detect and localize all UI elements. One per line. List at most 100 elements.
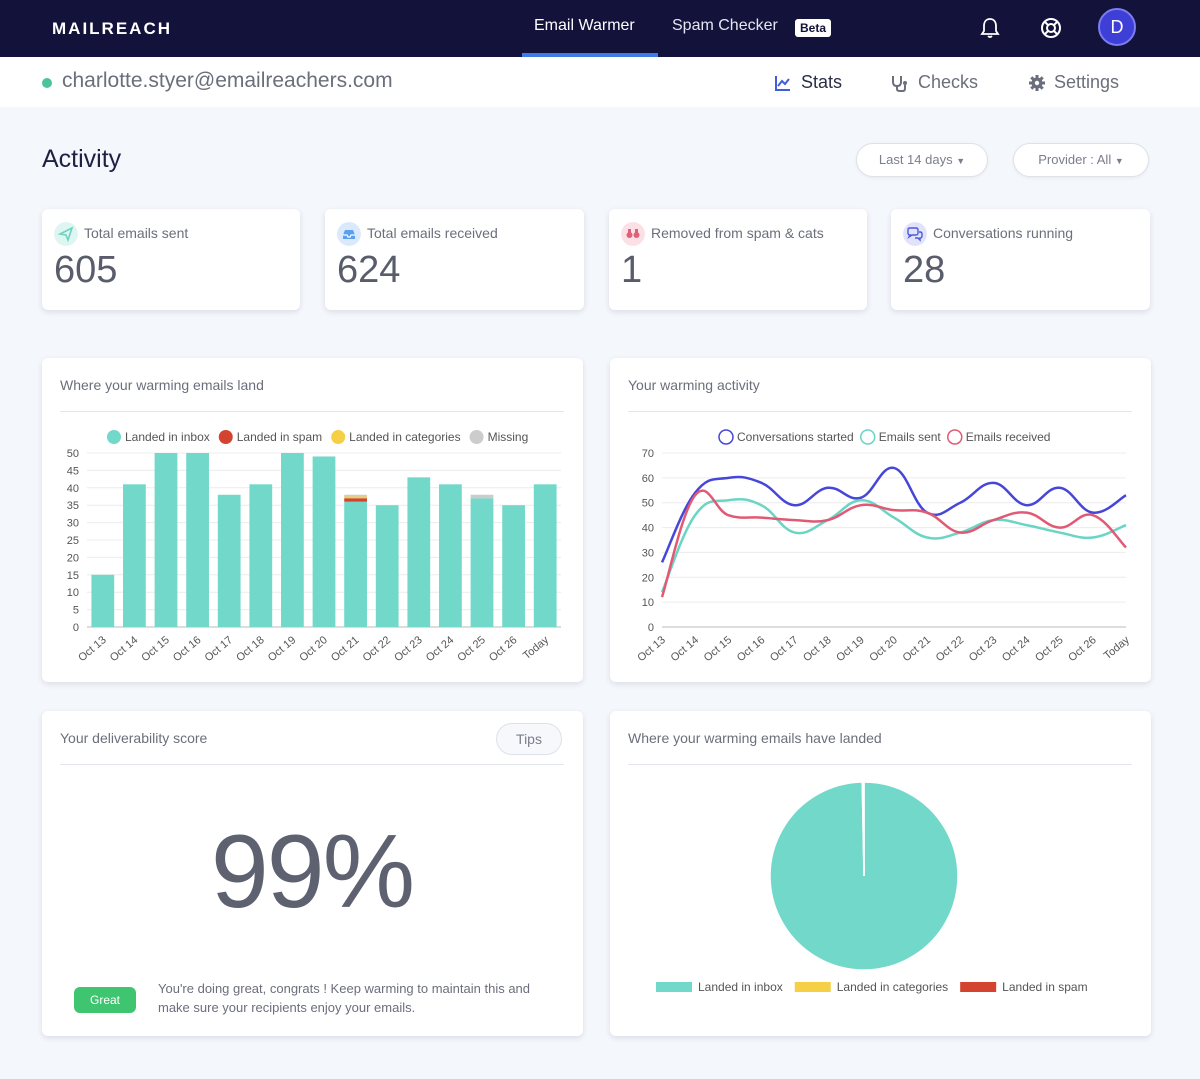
chart-line-icon — [775, 76, 790, 91]
bar — [91, 574, 115, 627]
y-tick-label: 30 — [642, 547, 654, 559]
deliverability-score: 99% — [210, 814, 415, 930]
panel-title: Where your warming emails land — [60, 377, 264, 393]
bar — [154, 453, 178, 627]
x-tick-label: Oct 19 — [834, 634, 867, 664]
x-tick-label: Oct 15 — [139, 634, 172, 664]
legend-label: Landed in spam — [1002, 980, 1087, 994]
bar — [217, 494, 241, 627]
bar — [533, 484, 557, 627]
x-tick-label: Oct 26 — [487, 634, 520, 664]
legend-swatch — [469, 430, 484, 444]
y-tick-label: 5 — [73, 605, 79, 617]
y-tick-label: 20 — [642, 572, 654, 584]
y-tick-label: 60 — [642, 473, 654, 485]
y-tick-label: 50 — [67, 448, 79, 460]
y-tick-label: 0 — [73, 622, 79, 634]
legend-swatch — [331, 430, 346, 444]
legend-swatch — [656, 982, 692, 992]
x-tick-label: Oct 15 — [702, 634, 735, 664]
chat-icon — [903, 222, 927, 246]
bar — [123, 484, 146, 627]
score-panel: Your deliverability score Tips 99% Great… — [42, 711, 583, 1036]
y-tick-label: 50 — [642, 498, 654, 510]
bar — [502, 505, 525, 627]
tab-email-warmer[interactable]: Email Warmer — [534, 17, 635, 34]
y-tick-label: 20 — [67, 552, 79, 564]
x-tick-label: Oct 22 — [361, 634, 394, 664]
provider-select[interactable]: Provider : All ▼ — [1013, 143, 1149, 177]
date-range-value: Last 14 days — [878, 152, 953, 167]
chevron-down-icon: ▼ — [956, 156, 966, 166]
legend-swatch — [794, 982, 831, 992]
legend-label: Emails sent — [879, 430, 942, 444]
legend-label: Landed in categories — [349, 430, 460, 444]
stat-card-received: Total emails received 624 — [325, 209, 584, 310]
subnav-stats[interactable]: Stats — [801, 72, 843, 92]
inbox-icon — [337, 222, 361, 246]
bar — [470, 494, 494, 499]
legend-swatch — [859, 429, 876, 445]
bar — [249, 484, 273, 627]
panel-divider — [60, 764, 564, 765]
paper-plane-icon — [54, 222, 78, 246]
binoculars-icon — [621, 222, 645, 246]
y-tick-label: 35 — [67, 500, 79, 512]
stat-value: 28 — [903, 249, 946, 291]
user-avatar[interactable]: D — [1098, 8, 1136, 46]
y-tick-label: 10 — [642, 597, 654, 609]
bar — [344, 501, 367, 627]
legend-swatch — [107, 430, 121, 444]
active-tab-indicator — [522, 53, 658, 57]
bar — [344, 496, 367, 499]
x-tick-label: Oct 14 — [108, 634, 141, 664]
status-dot — [42, 78, 52, 88]
subnav-checks[interactable]: Checks — [918, 72, 979, 92]
stat-card-conversations: Conversations running 28 — [891, 209, 1150, 310]
panel-divider — [60, 411, 564, 412]
x-tick-label: Oct 13 — [76, 634, 109, 664]
bar — [470, 498, 494, 627]
series-line — [660, 466, 1127, 563]
lifebuoy-icon[interactable] — [1039, 16, 1063, 40]
x-tick-label: Oct 21 — [901, 634, 934, 664]
y-tick-label: 40 — [642, 523, 654, 535]
bar — [186, 453, 209, 627]
beta-badge: Beta — [795, 19, 832, 37]
tab-spam-checker[interactable]: Spam Checker — [672, 17, 778, 34]
land-chart-panel: Where your warming emails land Landed in… — [42, 358, 583, 682]
y-tick-label: 30 — [67, 518, 79, 530]
stat-label: Total emails sent — [84, 225, 189, 241]
x-tick-label: Oct 24 — [424, 634, 457, 664]
stethoscope-icon — [892, 76, 907, 92]
x-tick-label: Oct 19 — [266, 634, 299, 664]
x-tick-label: Oct 16 — [735, 634, 768, 664]
provider-value: Provider : All — [1038, 152, 1112, 167]
x-tick-label: Oct 26 — [1066, 634, 1099, 664]
x-tick-label: Oct 23 — [967, 634, 1000, 664]
x-tick-label: Oct 14 — [669, 634, 702, 664]
bar — [375, 505, 399, 627]
legend-label: Landed in spam — [237, 430, 322, 444]
x-tick-label: Oct 23 — [392, 634, 425, 664]
score-badge: Great — [74, 987, 136, 1013]
panel-title: Your deliverability score — [60, 730, 208, 746]
gear-icon — [1029, 75, 1045, 91]
y-tick-label: 70 — [642, 448, 654, 460]
x-tick-label: Oct 20 — [297, 634, 330, 664]
x-tick-label: Today — [1102, 634, 1133, 662]
tips-button[interactable]: Tips — [496, 723, 562, 755]
bar — [281, 453, 304, 627]
panel-title: Where your warming emails have landed — [628, 730, 882, 746]
bar — [344, 498, 367, 502]
date-range-select[interactable]: Last 14 days ▼ — [856, 143, 988, 177]
bell-icon[interactable] — [978, 16, 1002, 40]
stat-value: 605 — [54, 249, 118, 291]
brand-logo[interactable]: MAILREACH — [52, 19, 172, 38]
page-title: Activity — [42, 145, 122, 173]
pie-chart: Landed in inbox Landed in categories Lande… — [656, 781, 1088, 994]
x-tick-label: Oct 13 — [635, 634, 668, 664]
bar — [439, 484, 462, 627]
x-tick-label: Today — [521, 634, 552, 662]
subnav-settings[interactable]: Settings — [1054, 72, 1120, 92]
